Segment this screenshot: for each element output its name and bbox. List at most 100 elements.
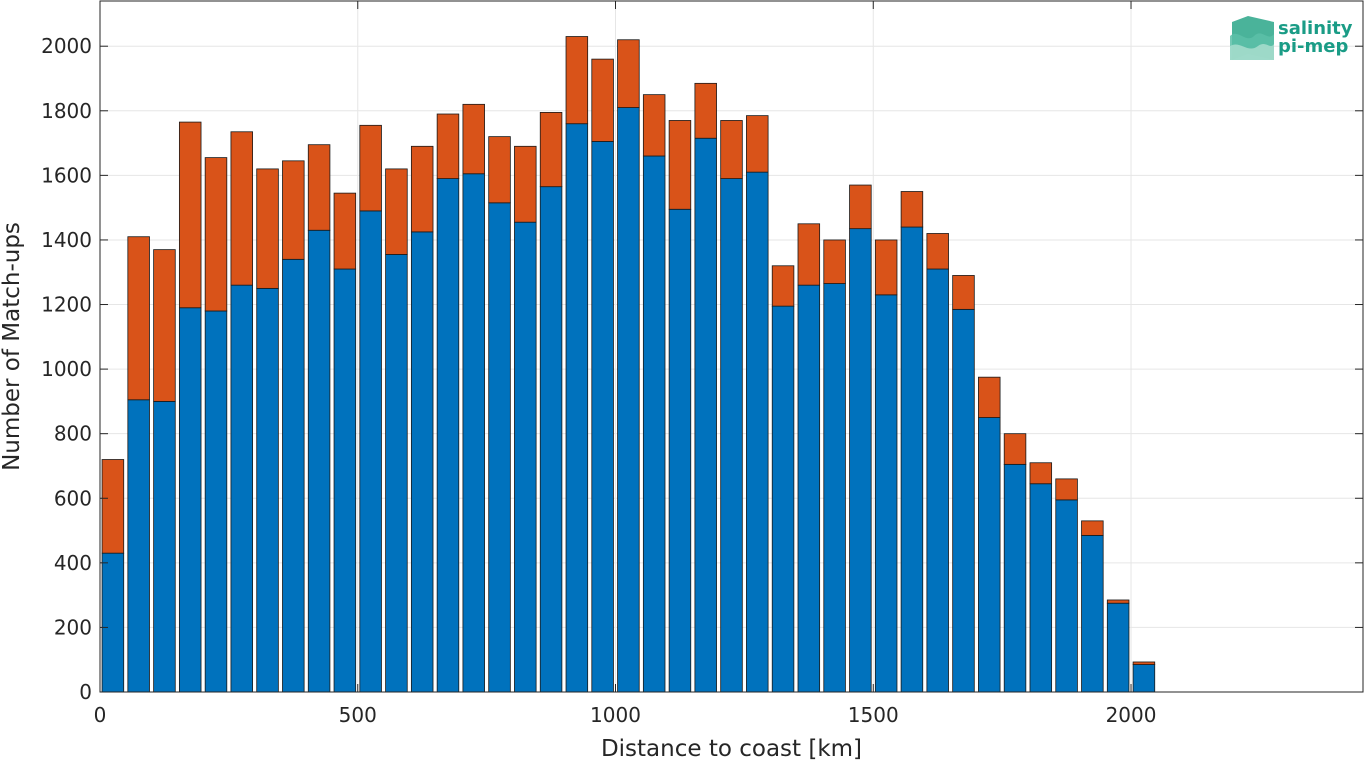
bar-series-1	[797, 284, 821, 693]
bar-series-1	[900, 226, 924, 693]
bar-series-1	[746, 171, 769, 693]
bar-series-1	[978, 417, 1001, 693]
bar-series-2	[178, 121, 202, 309]
bar-series-1	[771, 305, 795, 693]
y-tick-label: 800	[54, 422, 92, 446]
bar-series-2	[127, 236, 150, 401]
bar-series-2	[230, 131, 253, 286]
bar-series-1	[514, 221, 537, 693]
bar-series-2	[642, 94, 666, 157]
bar-series-2	[1003, 433, 1027, 465]
bar-series-1	[282, 258, 305, 693]
x-tick-label: 2000	[1106, 703, 1157, 727]
bar-series-1	[565, 123, 589, 693]
bar-series-2	[514, 145, 537, 223]
bar-series-1	[849, 228, 872, 693]
bar-series-1	[178, 307, 202, 693]
bar-series-2	[462, 103, 485, 175]
bar-series-1	[1003, 463, 1027, 693]
bar-series-2	[539, 111, 563, 188]
bars	[101, 36, 1156, 693]
bar-series-2	[978, 376, 1001, 418]
bar-series-2	[720, 120, 743, 179]
bar-series-1	[462, 173, 485, 693]
bar-series-1	[874, 294, 898, 693]
bar-series-1	[204, 310, 228, 693]
bar-series-1	[1029, 483, 1053, 693]
x-tick-label: 0	[94, 703, 107, 727]
bar-series-1	[230, 284, 253, 693]
x-tick-label: 1000	[590, 703, 641, 727]
bar-series-2	[797, 223, 821, 286]
y-tick-label: 400	[54, 551, 92, 575]
bar-series-2	[410, 145, 434, 233]
y-tick-label: 1200	[41, 293, 92, 317]
bar-series-2	[746, 115, 769, 173]
bar-series-1	[1132, 664, 1156, 693]
bar-series-2	[204, 157, 228, 312]
bar-series-2	[694, 82, 717, 139]
bar-series-2	[385, 168, 408, 255]
bar-series-1	[359, 210, 382, 693]
y-tick-label: 0	[79, 680, 92, 704]
bar-series-1	[591, 141, 614, 693]
bar-series-1	[1055, 499, 1078, 693]
bar-series-2	[436, 113, 460, 179]
y-axis-label: Number of Match-ups	[0, 222, 25, 471]
y-tick-label: 200	[54, 615, 92, 639]
bar-series-1	[436, 178, 460, 693]
bar-series-1	[101, 552, 125, 693]
bar-series-1	[694, 137, 717, 693]
plot-frame	[99, 0, 1364, 693]
bar-series-2	[1132, 661, 1156, 665]
y-tick-label: 600	[54, 486, 92, 510]
bar-series-1	[488, 202, 511, 693]
bar-series-2	[307, 144, 331, 231]
bar-series-1	[642, 155, 666, 693]
y-tick-label: 1000	[41, 357, 92, 381]
bar-series-2	[823, 239, 846, 284]
bar-series-1	[823, 283, 846, 693]
bar-series-1	[385, 254, 408, 693]
y-tick-label: 1400	[41, 228, 92, 252]
x-tick-label: 1500	[848, 703, 899, 727]
bar-series-2	[282, 160, 305, 260]
bar-series-2	[1029, 462, 1053, 485]
bar-series-1	[127, 399, 150, 693]
bar-series-1	[720, 178, 743, 693]
bar-series-2	[771, 265, 795, 307]
y-tick-label: 1600	[41, 163, 92, 187]
bar-series-1	[307, 229, 331, 693]
bar-series-1	[1106, 602, 1130, 693]
bar-series-2	[668, 120, 692, 210]
bar-series-2	[488, 136, 511, 204]
bar-series-2	[900, 191, 924, 228]
bar-series-2	[1081, 520, 1104, 536]
salinity-pi-mep-logo: salinity pi-mep	[1230, 16, 1353, 60]
bar-series-1	[539, 186, 563, 693]
y-tick-label: 1800	[41, 99, 92, 123]
bar-series-1	[410, 231, 434, 693]
x-tick-label: 500	[339, 703, 377, 727]
bar-series-2	[153, 249, 176, 402]
bar-series-2	[333, 192, 357, 270]
bar-series-1	[926, 268, 949, 693]
bar-series-2	[565, 36, 589, 125]
bar-series-2	[591, 58, 614, 142]
logo-text-pi-mep: pi-mep	[1278, 36, 1348, 57]
bar-series-1	[1081, 534, 1104, 693]
bar-series-2	[952, 275, 975, 310]
bar-series-1	[333, 268, 357, 693]
bar-series-2	[874, 239, 898, 296]
bar-series-2	[1106, 599, 1130, 604]
axis-ticks: 0 200 400 600 800 1000 1200 1400 1600 1800 2000 0 50…	[41, 1, 1363, 727]
bar-series-2	[101, 459, 125, 554]
bar-series-2	[617, 39, 640, 108]
bar-series-2	[926, 233, 949, 270]
bar-series-2	[849, 184, 872, 230]
bar-series-2	[256, 168, 279, 289]
logo-text-salinity: salinity	[1278, 18, 1353, 39]
bar-series-1	[153, 400, 176, 693]
bar-series-1	[617, 107, 640, 693]
